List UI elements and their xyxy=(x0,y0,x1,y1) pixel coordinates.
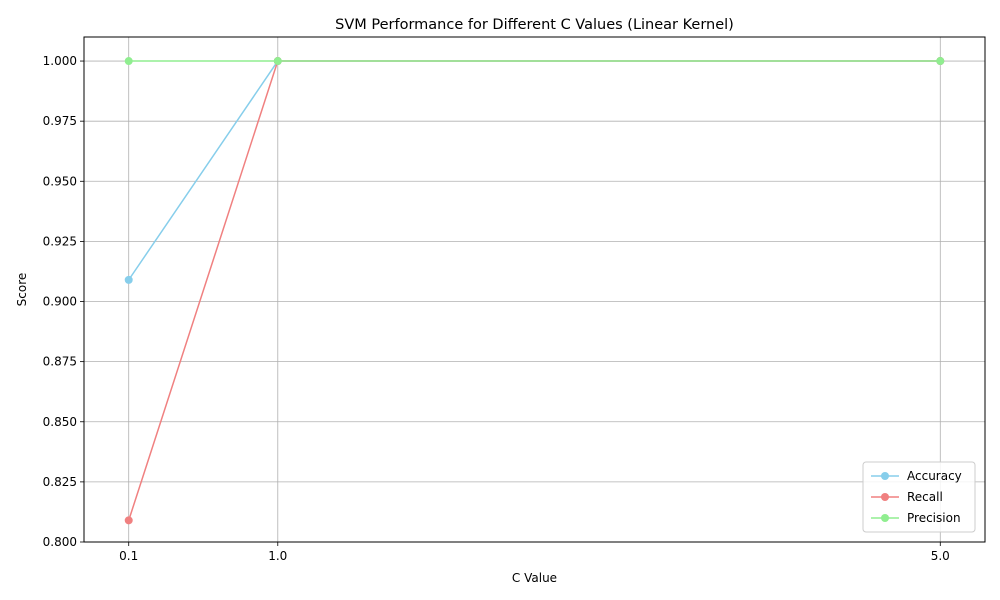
chart-title: SVM Performance for Different C Values (… xyxy=(335,17,734,33)
y-axis-label: Score xyxy=(15,273,29,307)
recall-legend-label: Recall xyxy=(907,490,943,504)
y-tick-label: 0.950 xyxy=(43,174,77,188)
y-tick-label: 0.825 xyxy=(43,475,77,489)
precision-data-point xyxy=(273,57,282,66)
y-tick-label: 0.925 xyxy=(43,234,77,248)
precision-legend-marker xyxy=(881,514,889,522)
axis-ticks: 0.1 1.0 5.0 0.800 0.825 0.850 0.875 0.900 0.925 0… xyxy=(43,54,950,563)
recall-data-point xyxy=(124,516,133,525)
y-tick-label: 0.975 xyxy=(43,114,77,128)
accuracy-legend-marker xyxy=(881,472,889,480)
x-tick-label: 5.0 xyxy=(931,549,950,563)
y-tick-label: 0.850 xyxy=(43,415,77,429)
y-tick-label: 1.000 xyxy=(43,54,77,68)
accuracy-data-point xyxy=(124,275,133,284)
x-tick-label: 0.1 xyxy=(119,549,138,563)
legend: Accuracy Recall Precision xyxy=(862,461,976,533)
accuracy-series-line xyxy=(128,60,941,281)
precision-data-point xyxy=(936,57,945,66)
legend-box xyxy=(862,461,976,533)
recall-series-line xyxy=(128,60,941,521)
y-tick-label: 0.800 xyxy=(43,535,77,549)
grid xyxy=(84,37,985,543)
y-tick-label: 0.875 xyxy=(43,355,77,369)
x-axis-label: C Value xyxy=(512,571,557,585)
series-lines xyxy=(124,57,945,525)
precision-legend-label: Precision xyxy=(907,511,961,525)
accuracy-legend-label: Accuracy xyxy=(907,469,962,483)
y-tick-label: 0.900 xyxy=(43,295,77,309)
plot-area-frame xyxy=(83,36,986,543)
x-tick-label: 1.0 xyxy=(268,549,287,563)
recall-legend-marker xyxy=(881,493,889,501)
precision-data-point xyxy=(124,57,133,66)
